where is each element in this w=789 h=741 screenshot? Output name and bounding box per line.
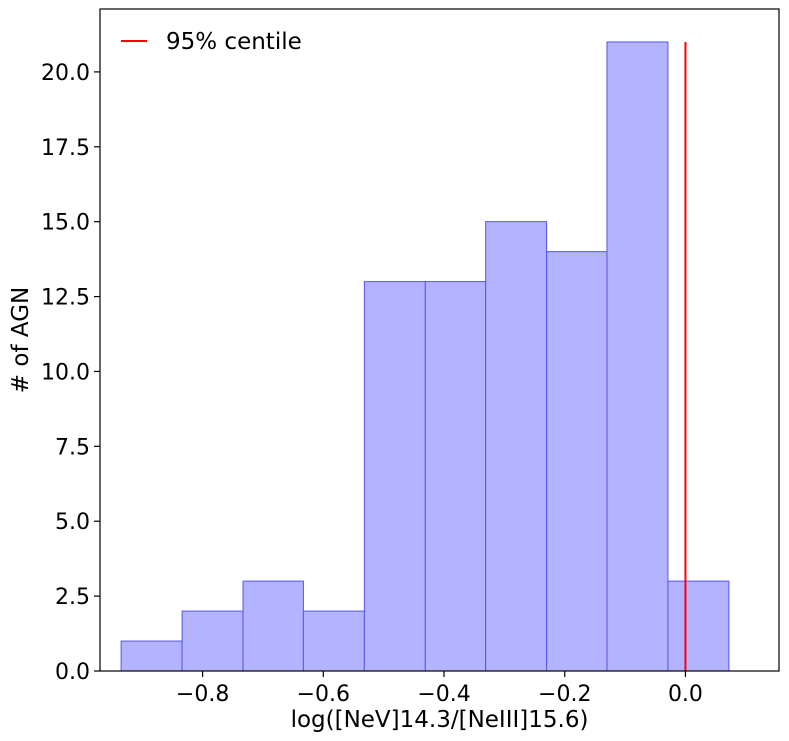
y-tick-label: 5.0: [55, 510, 90, 535]
y-axis-label: # of AGN: [8, 287, 34, 393]
x-tick-label: −0.8: [176, 682, 229, 707]
y-tick-label: 12.5: [41, 286, 90, 311]
y-tick-label: 15.0: [41, 211, 90, 236]
legend-label: 95% centile: [166, 29, 302, 55]
x-tick-label: 0.0: [668, 682, 703, 707]
y-tick-label: 10.0: [41, 360, 90, 385]
histogram-bar-8: [606, 41, 669, 672]
x-axis-ticks: −0.8 −0.6 −0.4 −0.2 0.0: [176, 671, 703, 707]
x-tick-label: −0.6: [297, 682, 350, 707]
histogram-bar-6: [485, 221, 548, 672]
histogram-bar-4: [363, 281, 426, 672]
y-tick-label: 7.5: [55, 435, 90, 460]
histogram-bar-2: [242, 580, 304, 672]
plot-frame: [99, 8, 780, 672]
y-tick-label: 20.0: [41, 61, 90, 86]
y-axis-ticks: 0.0 2.5 5.0 7.5 10.0 12.5 15.0 17.5 20.0: [41, 61, 100, 685]
x-tick-label: −0.4: [417, 682, 470, 707]
histogram-bar-9: [667, 580, 730, 672]
y-tick-label: 0.0: [55, 660, 90, 685]
histogram-bar-0: [120, 640, 183, 672]
histogram-bar-1: [181, 610, 244, 672]
histogram-bar-5: [424, 281, 487, 672]
y-tick-label: 17.5: [41, 136, 90, 161]
histogram-bars: [120, 41, 730, 672]
histogram-bar-3: [302, 610, 365, 672]
x-axis-label: log([NeV]14.3/[NeIII]15.6): [291, 707, 589, 733]
histogram-bar-7: [546, 251, 608, 672]
x-tick-label: −0.2: [538, 682, 591, 707]
legend: 95% centile: [121, 29, 302, 55]
y-tick-label: 2.5: [55, 585, 90, 610]
